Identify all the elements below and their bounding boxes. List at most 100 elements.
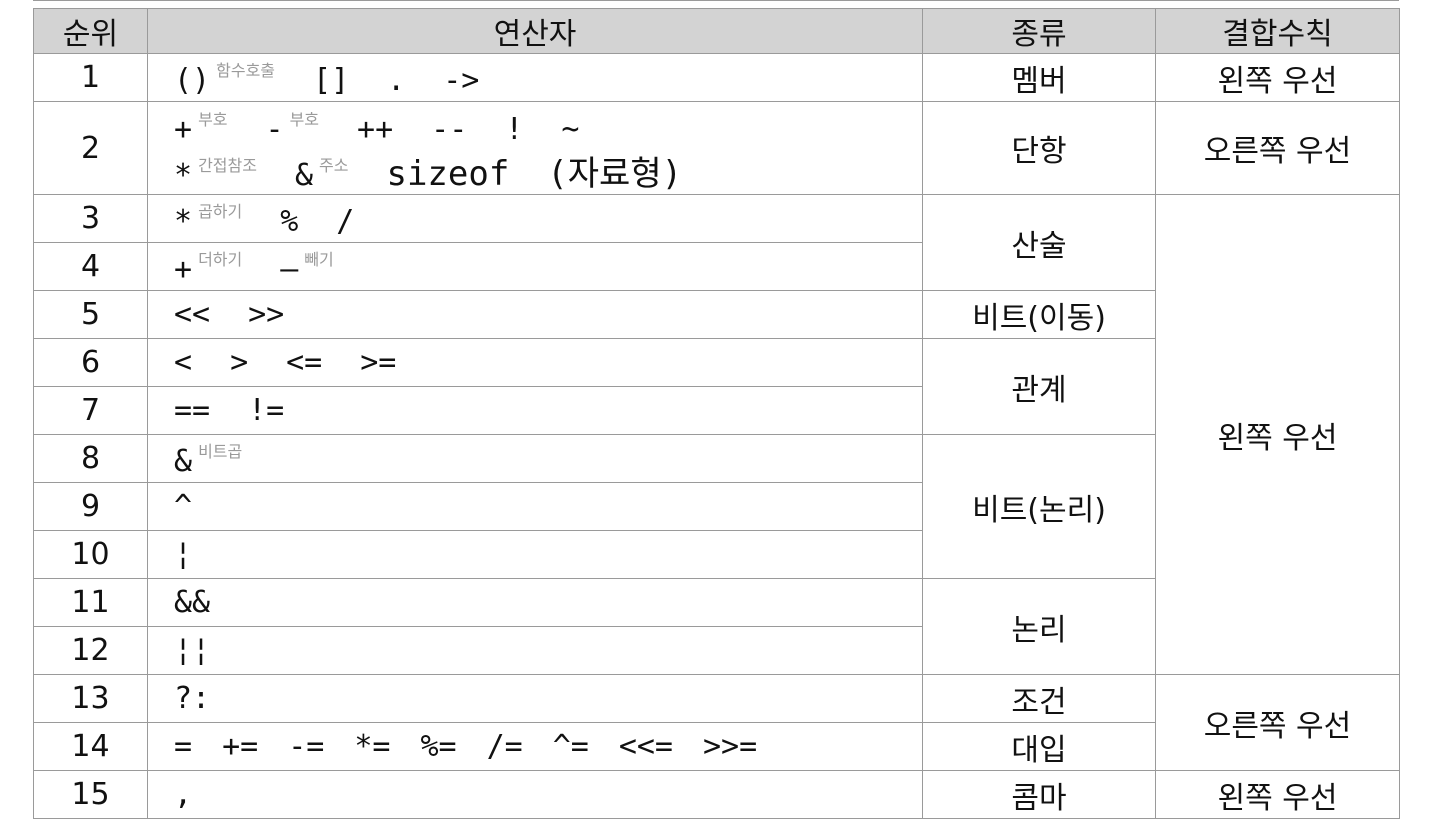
associativity-cell: 왼쪽 우선: [1155, 194, 1400, 675]
operator-line: + 부호 - 부호 ++ --! ~: [174, 102, 922, 148]
associativity-cell: 오른쪽 우선: [1155, 674, 1400, 771]
rank-cell: 3: [33, 194, 148, 243]
operator-symbol: >>=: [703, 729, 758, 764]
table-row: 3 * 곱하기% / 산술 왼쪽 우선: [33, 194, 1400, 675]
operator-symbol: <<: [174, 297, 211, 332]
table-row: 10 ¦: [33, 530, 1400, 579]
operator-symbol: -=: [288, 729, 325, 764]
operator-item: .: [387, 63, 405, 98]
operators-cell: < > <= >=: [147, 338, 923, 387]
operator-note: 비트곱: [198, 442, 243, 461]
operators-cell: ^: [147, 482, 923, 531]
operators-cell: + 더하기 — 빼기: [147, 242, 923, 291]
operator-item: + 부호: [174, 102, 228, 148]
operator-item: ==: [174, 393, 210, 428]
operator-item: <<: [174, 297, 210, 332]
operator-item: +=: [222, 729, 258, 764]
operators-cell: ¦¦: [147, 626, 923, 675]
table-row: 13?: 조건 오른쪽 우선: [33, 674, 1400, 771]
operator-item: ¦¦: [174, 633, 210, 668]
operator-line: * 곱하기% /: [174, 202, 354, 239]
operators-cell: + 부호 - 부호 ++ --! ~ * 간접참조 & 주소 sizeof (자료형): [147, 101, 923, 195]
operator-symbol: !: [505, 112, 524, 147]
operator-item: & 주소: [295, 148, 349, 194]
operators-cell: ,: [147, 770, 923, 819]
table-row: 4 + 더하기 — 빼기: [33, 242, 1400, 291]
rank-cell: 7: [33, 386, 148, 435]
operator-symbol: sizeof: [386, 154, 510, 194]
operator-line: * 간접참조 & 주소 sizeof (자료형): [174, 148, 922, 194]
operator-line: == !=: [174, 393, 284, 428]
operator-symbol: /: [336, 204, 355, 239]
operator-symbol: %=: [420, 729, 457, 764]
operator-item: >=: [360, 345, 396, 380]
operator-item: () 함수호출: [174, 57, 275, 98]
operator-symbol: <: [174, 345, 193, 380]
operator-symbol: ?:: [174, 681, 211, 716]
operators-cell: &&: [147, 578, 923, 627]
operator-symbol: >>: [248, 297, 285, 332]
rank-cell: 2: [33, 101, 148, 195]
operator-symbol: -: [265, 112, 284, 147]
operator-item: - 부호: [266, 102, 320, 148]
operator-line: ¦: [174, 537, 192, 572]
rank-cell: 4: [33, 242, 148, 291]
operators-cell: & 비트곱: [147, 434, 923, 483]
operator-symbol: *=: [354, 729, 391, 764]
operator-item: ^: [174, 489, 192, 524]
operator-symbol: (자료형): [547, 154, 683, 194]
operator-symbol: &: [294, 158, 314, 193]
rank-cell: 5: [33, 290, 148, 339]
operator-item: *=: [354, 729, 390, 764]
operator-item: /: [336, 204, 354, 239]
operator-symbol: ->: [443, 63, 480, 98]
operator-line: = += -= *= %= /= ^= <<= >>=: [174, 729, 787, 764]
kind-cell: 산술: [922, 194, 1156, 291]
operator-item: * 곱하기: [174, 198, 242, 239]
operator-note: 간접참조: [198, 156, 257, 175]
operator-symbol: >=: [360, 345, 397, 380]
operator-symbol: &: [174, 444, 193, 479]
operator-item: + 더하기: [174, 246, 242, 287]
operator-line: ¦¦: [174, 633, 210, 668]
operator-symbol: ~: [561, 112, 580, 147]
operators-cell: == !=: [147, 386, 923, 435]
operator-item: ~: [561, 112, 579, 148]
kind-cell: 조건: [922, 674, 1156, 723]
operator-line: < > <= >=: [174, 345, 396, 380]
operator-symbol: *: [174, 158, 193, 193]
operator-symbol: --: [431, 112, 468, 147]
operator-item: %=: [420, 729, 456, 764]
operator-symbol: —: [280, 252, 299, 287]
operator-item: %: [280, 204, 298, 239]
kind-cell: 대입: [922, 722, 1156, 771]
operator-symbol: +=: [222, 729, 259, 764]
table-row: 5 << >> 비트(이동): [33, 290, 1400, 339]
operator-symbol: <<=: [618, 729, 673, 764]
operator-precedence-table: 순위 연산자 종류 결합수칙 1() 함수호출[]. -> 멤버 왼쪽 우선 2 + 부호 - 부…: [33, 8, 1400, 819]
operator-item: — 빼기: [280, 246, 334, 287]
operator-symbol: ^: [174, 489, 193, 524]
operator-line: << >>: [174, 297, 284, 332]
operators-cell: = += -= *= %= /= ^= <<= >>=: [147, 722, 923, 771]
header-row: 순위 연산자 종류 결합수칙: [33, 8, 1400, 54]
associativity-cell: 왼쪽 우선: [1155, 53, 1400, 102]
rank-cell: 14: [33, 722, 148, 771]
operators-cell: ¦: [147, 530, 923, 579]
operator-symbol: +: [174, 252, 193, 287]
operator-symbol: ,: [174, 777, 193, 812]
operator-item: --: [431, 112, 467, 148]
table-row: 15, 콤마 왼쪽 우선: [33, 770, 1400, 819]
operator-item: <: [174, 345, 192, 380]
rank-cell: 11: [33, 578, 148, 627]
table-row: 14 = += -= *= %= /= ^= <<= >>= 대입: [33, 722, 1400, 771]
table-row: 12 ¦¦: [33, 626, 1400, 675]
operators-cell: * 곱하기% /: [147, 194, 923, 243]
table-row: 1 () 함수호출 []. -> 멤버 왼쪽 우선: [33, 53, 1400, 102]
rank-cell: 1: [33, 53, 148, 102]
operator-item: -=: [288, 729, 324, 764]
operator-item: ^=: [553, 729, 589, 764]
header-associativity: 결합수칙: [1155, 8, 1400, 54]
kind-cell: 논리: [922, 578, 1156, 675]
associativity-cell: 왼쪽 우선: [1155, 770, 1400, 819]
